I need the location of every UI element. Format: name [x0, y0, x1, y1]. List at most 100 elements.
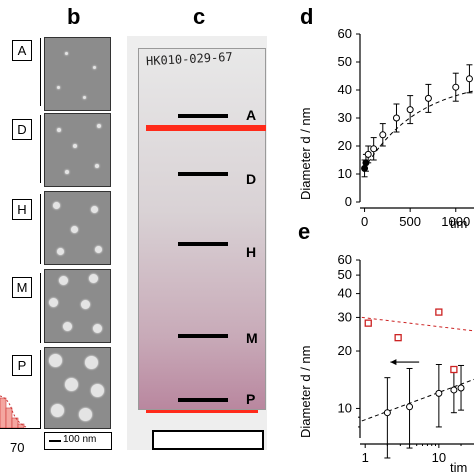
x-tick-label: 1000 — [441, 214, 470, 229]
data-point — [379, 131, 387, 139]
y-tick-label: 20 — [338, 343, 352, 358]
y-tick-label: 20 — [338, 138, 352, 153]
band-m — [178, 334, 228, 338]
nanoparticle — [65, 378, 78, 391]
nanoparticle — [57, 128, 61, 132]
sem-image-p — [44, 347, 111, 429]
nanoparticle — [63, 322, 72, 331]
data-point — [435, 389, 443, 397]
scale-bar — [49, 440, 61, 442]
nanoparticle — [57, 86, 60, 89]
data-point-red — [450, 365, 458, 374]
sample-box-m: M — [12, 277, 32, 298]
nanoparticle — [89, 274, 98, 283]
x-tick-label: 500 — [399, 214, 421, 229]
sem-image-d — [44, 113, 111, 187]
band-label-a: A — [246, 107, 257, 123]
nanoparticle — [81, 300, 90, 309]
histogram-frame — [0, 350, 41, 429]
sample-box-p: P — [12, 355, 32, 376]
x-axis-label: tim — [450, 216, 467, 231]
y-tick-label: 60 — [338, 252, 352, 267]
y-tick-label: 50 — [338, 54, 352, 69]
scale-bar-label: 100 nm — [63, 434, 97, 445]
data-point — [370, 145, 378, 153]
nanoparticle — [85, 356, 98, 369]
data-point — [424, 94, 432, 102]
nanoparticle — [53, 202, 60, 209]
data-point-red — [364, 319, 372, 327]
y-tick-label: 10 — [338, 400, 352, 415]
nanoparticle — [49, 298, 58, 307]
fit-line — [361, 378, 474, 422]
histogram-frame — [0, 115, 41, 183]
sample-box-d: D — [12, 119, 32, 140]
nanoparticle — [71, 226, 78, 233]
histogram-frame — [0, 38, 41, 106]
y-tick-label: 0 — [345, 194, 352, 209]
red-line — [146, 125, 266, 131]
nanoparticle — [65, 52, 68, 55]
sample-box-h: H — [12, 199, 32, 220]
panel-label-d: d — [300, 4, 314, 29]
y-tick-label: 60 — [338, 26, 352, 41]
sem-image-m — [44, 269, 111, 343]
band-label-p: P — [246, 391, 256, 407]
x-tick-label: 0 — [361, 214, 368, 229]
x-tick-label: 10 — [432, 450, 446, 465]
data-point — [364, 150, 372, 158]
nanoparticle — [57, 248, 64, 255]
data-point — [457, 384, 465, 392]
fit-line — [364, 90, 474, 169]
histogram-bar — [17, 423, 25, 428]
data-point — [450, 386, 458, 394]
nanoparticle — [93, 66, 96, 69]
nanoparticle — [95, 246, 102, 253]
nanoparticle — [91, 206, 98, 213]
band-label-h: H — [246, 244, 257, 260]
band-p — [178, 398, 228, 402]
arrow-head — [390, 359, 397, 366]
scale-bar-box: 100 nm — [44, 432, 112, 450]
data-point — [452, 83, 460, 91]
band-h — [178, 242, 228, 246]
gradient-strip — [138, 48, 266, 410]
nanoparticle — [79, 408, 92, 421]
histogram-bar — [5, 407, 13, 428]
histogram-frame — [0, 194, 41, 264]
y-tick-label: 40 — [338, 286, 352, 301]
data-point — [465, 75, 473, 83]
y-tick-label: 40 — [338, 82, 352, 97]
data-point — [406, 403, 414, 411]
nanoparticle — [83, 96, 86, 99]
y-tick-label: 10 — [338, 166, 352, 181]
data-point — [392, 114, 400, 122]
data-point — [361, 164, 369, 172]
x-tick-label: 1 — [362, 450, 369, 465]
nanoparticle — [59, 276, 68, 285]
axis-tick-70: 70 — [10, 440, 25, 455]
nanoparticle — [49, 354, 62, 367]
x-axis-label: tim — [450, 460, 467, 474]
sample-box-a: A — [12, 40, 32, 61]
histogram-p — [0, 395, 27, 428]
strip-bottom-red-line — [146, 410, 258, 413]
y-tick-label: 30 — [338, 309, 352, 324]
panel-label-c: c — [193, 4, 206, 29]
panel-label-e: e — [298, 219, 311, 244]
chart-d: Diameter d / nm tim 0 10 20 30 40 50 60 0 500 100… — [298, 26, 474, 231]
panel-label-b: b — [67, 4, 81, 29]
data-point-red — [435, 308, 443, 316]
histogram-fit — [0, 395, 27, 428]
band-a — [178, 114, 228, 118]
nanoparticle — [91, 384, 104, 397]
y-axis-label: Diameter d / nm — [298, 346, 313, 438]
sem-image-a — [44, 37, 111, 111]
nanoparticle — [51, 404, 64, 417]
histogram-bar — [0, 397, 7, 428]
y-tick-label: 50 — [338, 267, 352, 282]
y-tick-label: 30 — [338, 110, 352, 125]
y-axis-label: Diameter d / nm — [298, 108, 313, 200]
nanoparticle — [97, 124, 101, 128]
